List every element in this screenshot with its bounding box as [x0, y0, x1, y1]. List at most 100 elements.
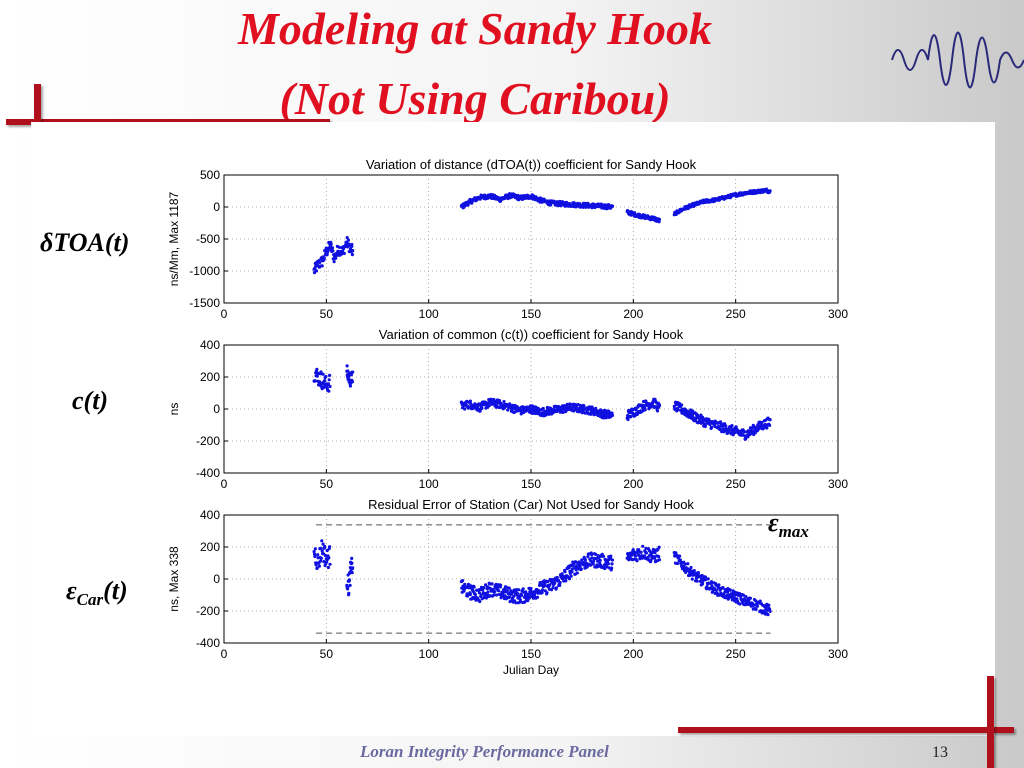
- chart3-point-s4: [727, 596, 731, 600]
- chart3-point-s2: [472, 585, 476, 589]
- chart2-point-s3: [657, 403, 662, 407]
- chart2-point-s2: [500, 403, 504, 407]
- chart2-point-s2: [583, 407, 587, 411]
- chart3-point-s2: [467, 586, 471, 590]
- chart3-point-s2: [529, 586, 533, 591]
- chart2-ytick-label-3: -200: [196, 434, 220, 448]
- chart2-point-s3: [655, 409, 660, 413]
- chart2-title: Variation of common (c(t)) coefficient f…: [379, 327, 684, 342]
- wave-logo: [891, 31, 1024, 89]
- chart3-point-s2: [499, 583, 503, 587]
- chart1-xtick-label-5: 250: [726, 307, 746, 321]
- chart2-point-s3: [634, 408, 638, 412]
- chart1-ytick-label-3: -1000: [189, 264, 220, 278]
- chart2-point-s4: [724, 424, 728, 428]
- chart3-point-s4: [711, 590, 715, 594]
- chart2-point-s4: [768, 423, 772, 427]
- chart3-xlabel: Julian Day: [503, 663, 559, 677]
- chart3-point-s2: [493, 590, 497, 594]
- chart3-point-s4: [696, 571, 701, 575]
- chart2-point-s4: [694, 416, 698, 420]
- chart1-point-s0: [337, 245, 341, 249]
- chart2-point-s1: [350, 380, 354, 384]
- chart3-point-s4: [689, 565, 693, 570]
- chart2-series-group: [312, 364, 772, 441]
- chart3-point-s3: [644, 546, 648, 550]
- chart3-point-s0: [320, 539, 324, 543]
- chart3-point-s2: [518, 598, 522, 602]
- chart3-point-s2: [469, 584, 473, 588]
- chart3-point-s4: [767, 603, 771, 607]
- chart3-point-s2: [540, 591, 544, 595]
- chart3-ytick-label-4: -400: [196, 636, 220, 650]
- chart3-ylabel: ns, Max 338: [167, 546, 181, 612]
- chart3-point-s4: [730, 595, 734, 600]
- chart1-point-s0: [332, 260, 336, 264]
- page-number: 13: [932, 744, 948, 761]
- label-ecar-text: (t): [103, 576, 128, 605]
- chart3-point-s2: [582, 563, 586, 567]
- chart3-point-s3: [639, 550, 643, 554]
- chart3-point-s2: [591, 562, 595, 566]
- chart2-point-s3: [629, 414, 633, 419]
- decorative-cross-horizontal-bottom: [678, 727, 1014, 733]
- label-ecar-subscript: Car: [76, 590, 104, 610]
- chart3-point-s2: [463, 582, 467, 586]
- chart3-point-s1: [350, 571, 354, 575]
- chart1-point-s0: [325, 252, 329, 257]
- label-dtoa: δTOA(t): [40, 228, 129, 258]
- chart3-point-s3: [657, 558, 662, 562]
- chart3-point-s2: [603, 566, 607, 571]
- chart2-point-s4: [709, 425, 714, 429]
- chart3-point-s4: [748, 596, 753, 600]
- chart3-point-s2: [598, 558, 602, 562]
- chart3-point-s2: [574, 568, 578, 572]
- chart2-point-s4: [718, 420, 723, 424]
- chart3-point-s4: [721, 586, 725, 590]
- chart3-point-s4: [735, 597, 739, 601]
- chart2-point-s4: [727, 430, 731, 434]
- chart2-point-s3: [642, 404, 647, 408]
- label-dtoa-text: TOA(t): [53, 228, 130, 257]
- chart2-point-s2: [468, 399, 472, 403]
- chart2-point-s2: [561, 410, 565, 414]
- chart3-point-s2: [466, 594, 470, 598]
- chart3-point-s2: [514, 601, 518, 605]
- chart1-point-s1: [607, 203, 611, 207]
- chart3-point-s4: [678, 554, 682, 558]
- chart3-point-s2: [486, 590, 490, 594]
- chart3-point-s2: [545, 591, 549, 595]
- label-emax: εmax: [768, 508, 809, 542]
- chart1-point-s2: [633, 211, 637, 215]
- slide-title-line2: (Not Using Caribou): [279, 73, 671, 124]
- chart3-point-s2: [551, 586, 555, 590]
- chart1-point-s0: [342, 251, 346, 256]
- chart1-xtick-label-0: 0: [221, 307, 228, 321]
- chart1-point-s0: [330, 246, 335, 250]
- chart3-point-s2: [558, 583, 562, 587]
- chart3-point-s2: [551, 577, 555, 582]
- chart2-point-s4: [680, 403, 684, 407]
- chart3-point-s1: [347, 591, 351, 595]
- chart1-ytick-label-2: -500: [196, 232, 220, 246]
- chart3-point-s1: [347, 578, 351, 582]
- chart2-ytick-label-4: -400: [196, 466, 220, 480]
- chart3-point-s0: [319, 559, 323, 563]
- chart2-point-s0: [319, 370, 323, 374]
- chart3-point-s4: [705, 585, 709, 589]
- chart3-point-s2: [473, 592, 477, 596]
- chart3-point-s4: [709, 580, 714, 584]
- chart2-point-s0: [327, 389, 331, 393]
- chart3-point-s2: [581, 561, 586, 565]
- chart3-point-s2: [526, 592, 531, 596]
- chart3-point-s0: [323, 544, 327, 549]
- chart3-point-s4: [690, 577, 694, 581]
- chart3-point-s2: [590, 552, 594, 557]
- chart2-point-s2: [594, 406, 598, 410]
- chart3-point-s3: [633, 554, 638, 558]
- chart3-point-s0: [316, 553, 320, 557]
- chart3-point-s4: [747, 599, 751, 603]
- chart3-point-s2: [503, 594, 507, 598]
- chart3-point-s2: [560, 572, 564, 576]
- chart3-point-s0: [321, 542, 325, 546]
